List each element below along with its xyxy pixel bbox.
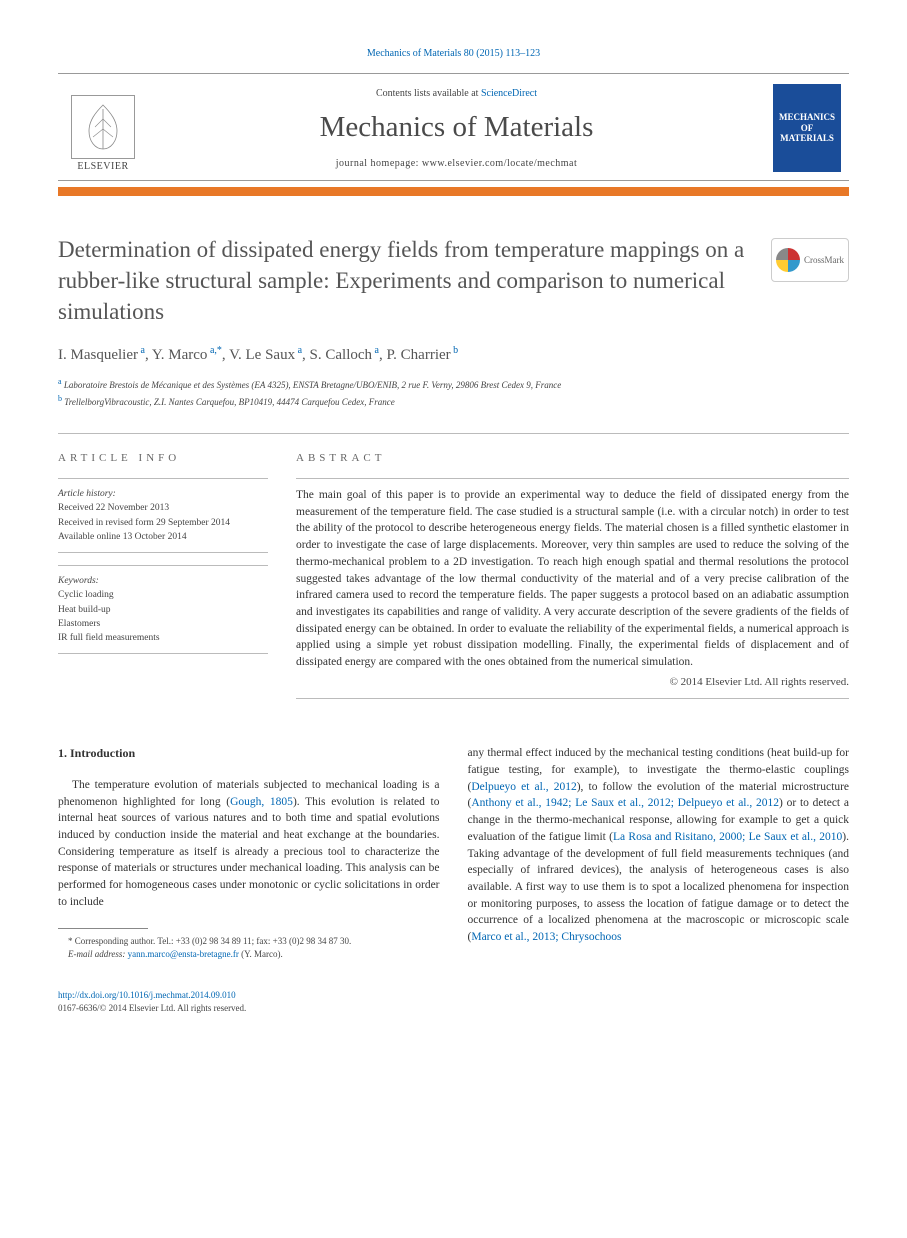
info-abstract-row: article info Article history: Received 2… [58, 433, 849, 699]
contents-available-line: Contents lists available at ScienceDirec… [152, 88, 761, 99]
homepage-prefix: journal homepage: [336, 158, 422, 169]
sciencedirect-link[interactable]: ScienceDirect [481, 88, 537, 99]
abstract-header: abstract [296, 452, 849, 464]
page: Mechanics of Materials 80 (2015) 113–123… [0, 0, 907, 1055]
citation-link[interactable]: Marco et al., 2013; Chrysochoos [471, 931, 621, 943]
intro-para-2: any thermal effect induced by the mechan… [468, 745, 850, 945]
section-heading: 1. Introduction [58, 745, 440, 762]
history-line: Available online 13 October 2014 [58, 530, 268, 544]
affiliation-line: b TrellelborgVibracoustic, Z.I. Nantes C… [58, 393, 849, 410]
history-line: Received 22 November 2013 [58, 501, 268, 515]
body-col-left: 1. Introduction The temperature evolutio… [58, 745, 440, 1014]
journal-name: Mechanics of Materials [152, 111, 761, 144]
body-columns: 1. Introduction The temperature evolutio… [58, 745, 849, 1014]
journal-header-box: ELSEVIER Contents lists available at Sci… [58, 73, 849, 181]
article-title: Determination of dissipated energy field… [58, 234, 849, 327]
crossmark-icon [776, 248, 800, 272]
citation-link[interactable]: Gough, 1805 [230, 796, 293, 808]
email-suffix: (Y. Marco). [241, 949, 283, 959]
homepage-line: journal homepage: www.elsevier.com/locat… [152, 158, 761, 169]
journal-reference: Mechanics of Materials 80 (2015) 113–123 [58, 48, 849, 59]
journal-cover-title: MECHANICS OF MATERIALS [777, 112, 837, 144]
keyword-line: IR full field measurements [58, 631, 268, 645]
contents-prefix: Contents lists available at [376, 88, 481, 99]
article-history-block: Article history: Received 22 November 20… [58, 478, 268, 553]
keywords-label: Keywords: [58, 574, 268, 588]
citation-link[interactable]: Anthony et al., 1942; Le Saux et al., 20… [471, 797, 779, 809]
body-col-right: any thermal effect induced by the mechan… [468, 745, 850, 1014]
keywords-block: Keywords: Cyclic loadingHeat build-upEla… [58, 565, 268, 654]
citation-link[interactable]: La Rosa and Risitano, 2000; Le Saux et a… [613, 831, 842, 843]
history-label: Article history: [58, 487, 268, 501]
affiliation-line: a Laboratoire Brestois de Mécanique et d… [58, 376, 849, 393]
email-link[interactable]: yann.marco@ensta-bretagne.fr [128, 949, 239, 959]
doi-link[interactable]: http://dx.doi.org/10.1016/j.mechmat.2014… [58, 989, 440, 1002]
abstract-copyright: © 2014 Elsevier Ltd. All rights reserved… [296, 675, 849, 691]
elsevier-tree-icon [71, 95, 135, 159]
elsevier-tree-svg [75, 99, 131, 155]
email-label: E-mail address: [68, 949, 125, 959]
crossmark-label: CrossMark [804, 255, 844, 265]
abstract-body: The main goal of this paper is to provid… [296, 489, 849, 668]
homepage-url[interactable]: www.elsevier.com/locate/mechmat [422, 158, 577, 169]
abstract-col: abstract The main goal of this paper is … [296, 452, 849, 699]
intro-para-1: The temperature evolution of materials s… [58, 777, 440, 910]
keyword-line: Cyclic loading [58, 588, 268, 602]
keyword-line: Elastomers [58, 617, 268, 631]
header-center: Contents lists available at ScienceDirec… [140, 88, 773, 169]
corresponding-author-note: * Corresponding author. Tel.: +33 (0)2 9… [58, 935, 440, 948]
elsevier-logo: ELSEVIER [66, 84, 140, 172]
article-head: Determination of dissipated energy field… [58, 234, 849, 409]
article-info-header: article info [58, 452, 268, 464]
affiliations: a Laboratoire Brestois de Mécanique et d… [58, 376, 849, 409]
citation-link[interactable]: Delpueyo et al., 2012 [471, 781, 576, 793]
authors-line: I. Masquelier a, Y. Marco a,*, V. Le Sau… [58, 345, 849, 364]
abstract-text: The main goal of this paper is to provid… [296, 478, 849, 699]
issn-line: 0167-6636/© 2014 Elsevier Ltd. All right… [58, 1002, 440, 1015]
keyword-line: Heat build-up [58, 603, 268, 617]
footnote-separator [58, 928, 148, 929]
article-info-col: article info Article history: Received 2… [58, 452, 268, 699]
history-line: Received in revised form 29 September 20… [58, 516, 268, 530]
orange-divider [58, 187, 849, 196]
elsevier-label: ELSEVIER [77, 161, 128, 172]
crossmark-badge[interactable]: CrossMark [771, 238, 849, 282]
doi-block: http://dx.doi.org/10.1016/j.mechmat.2014… [58, 989, 440, 1014]
email-footnote: E-mail address: yann.marco@ensta-bretagn… [58, 948, 440, 961]
journal-cover-thumb: MECHANICS OF MATERIALS [773, 84, 841, 172]
